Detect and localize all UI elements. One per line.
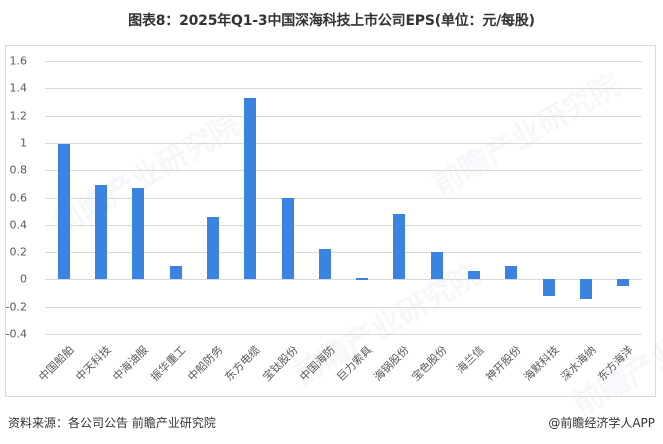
plot-area	[45, 61, 642, 335]
y-tick-label: 1.6	[9, 54, 28, 68]
bar-4	[169, 265, 182, 280]
gridline	[45, 88, 642, 90]
gridline	[45, 334, 642, 335]
source-note: 资料来源：各公司公告 前瞻产业研究院	[8, 416, 216, 430]
bar-16	[617, 279, 630, 287]
y-tick-label: 0.2	[9, 245, 28, 259]
gridline	[45, 252, 642, 254]
y-tick-label: 1.2	[9, 109, 28, 123]
bar-10	[393, 213, 406, 280]
y-tick-label: -0.4	[5, 327, 27, 341]
bar-13	[505, 265, 518, 280]
bar-7	[281, 197, 294, 280]
y-tick-label: 0.4	[9, 218, 28, 232]
bar-9	[356, 278, 369, 280]
bar-15	[580, 279, 593, 299]
gridline	[45, 115, 642, 117]
gridline	[45, 279, 642, 281]
gridline	[45, 170, 642, 172]
gridline	[45, 306, 642, 308]
brand-credit: @前瞻经济学人APP	[548, 416, 655, 430]
y-tick-label: 1.4	[9, 81, 28, 95]
bar-1	[57, 144, 70, 280]
gridline	[45, 224, 642, 226]
bar-5	[206, 216, 219, 280]
gridline	[45, 142, 642, 144]
gridline	[45, 197, 642, 199]
bar-3	[132, 187, 145, 280]
bar-2	[94, 185, 107, 280]
bar-8	[318, 249, 331, 280]
gridline	[45, 61, 642, 62]
y-tick-label: 1	[20, 136, 27, 150]
chart-frame	[5, 45, 656, 397]
chart-title: 图表8：2025年Q1-3中国深海科技上市公司EPS(单位：元/每股)	[128, 13, 535, 29]
y-tick-label: 0.6	[9, 191, 28, 204]
bar-12	[468, 271, 481, 280]
y-tick-label: 0.8	[9, 163, 28, 177]
bar-14	[542, 279, 555, 296]
y-tick-label: 0	[20, 272, 27, 286]
bar-11	[430, 252, 443, 280]
y-tick-label: -0.2	[5, 300, 27, 314]
bar-6	[244, 97, 257, 280]
